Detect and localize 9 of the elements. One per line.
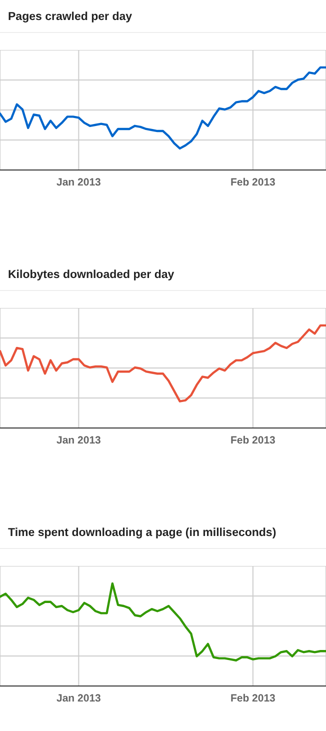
- x-tick-label: Feb 2013: [230, 692, 276, 704]
- x-tick-label: Feb 2013: [230, 176, 276, 188]
- chart-title: Pages crawled per day: [0, 0, 326, 33]
- chart-title: Kilobytes downloaded per day: [0, 258, 326, 291]
- x-tick-label: Jan 2013: [56, 434, 102, 446]
- x-tick-label: Feb 2013: [230, 434, 276, 446]
- x-tick-label: Jan 2013: [56, 176, 102, 188]
- x-tick-label: Jan 2013: [56, 692, 102, 704]
- chart-title: Time spent downloading a page (in milliseconds): [0, 516, 326, 549]
